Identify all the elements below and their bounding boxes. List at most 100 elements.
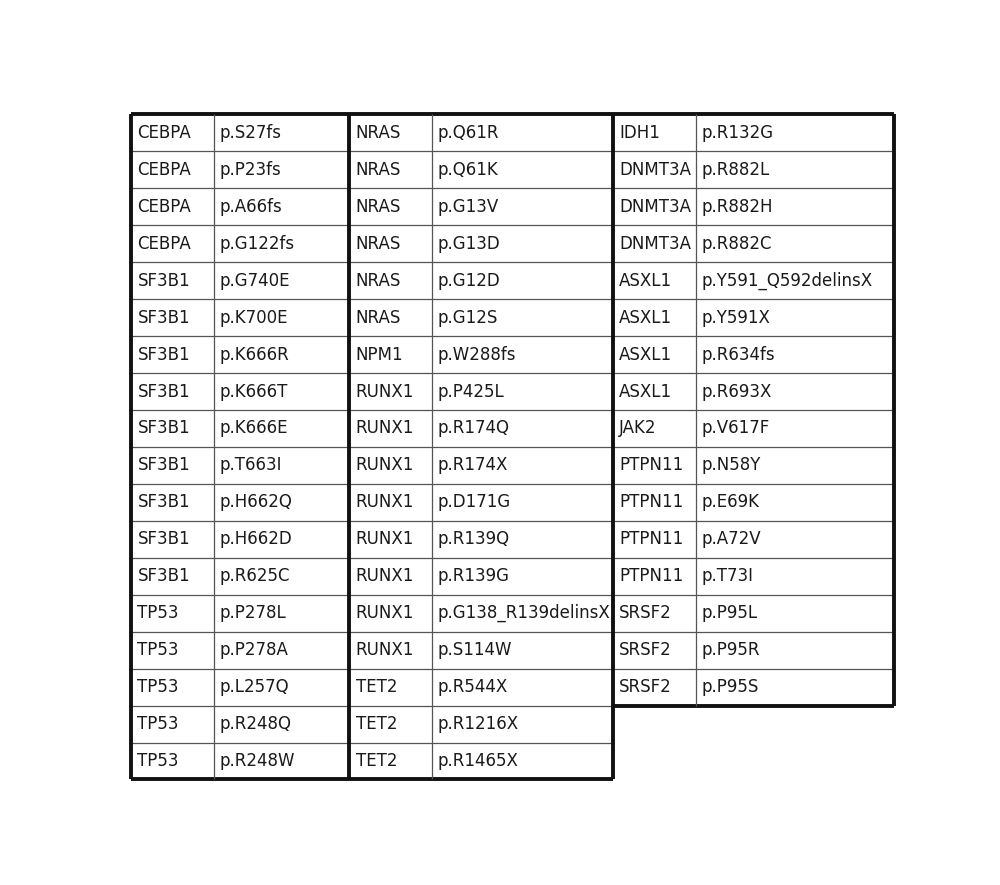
Text: SF3B1: SF3B1 (137, 272, 190, 289)
Text: TP53: TP53 (137, 641, 179, 659)
Text: p.K700E: p.K700E (220, 309, 288, 327)
Text: SF3B1: SF3B1 (137, 345, 190, 364)
Text: p.R1465X: p.R1465X (438, 752, 519, 770)
Text: p.P425L: p.P425L (438, 382, 505, 401)
Text: p.R544X: p.R544X (438, 678, 508, 696)
Text: RUNX1: RUNX1 (356, 382, 414, 401)
Text: ASXL1: ASXL1 (619, 345, 672, 364)
Text: PTPN11: PTPN11 (619, 493, 684, 512)
Text: p.R139G: p.R139G (438, 567, 510, 585)
Text: p.R248W: p.R248W (220, 752, 295, 770)
Text: p.K666E: p.K666E (220, 419, 288, 437)
Text: p.P278L: p.P278L (220, 604, 287, 622)
Text: CEBPA: CEBPA (137, 235, 191, 253)
Text: NRAS: NRAS (356, 197, 401, 216)
Text: NPM1: NPM1 (356, 345, 403, 364)
Text: p.G122fs: p.G122fs (220, 235, 295, 253)
Text: p.P95L: p.P95L (702, 604, 758, 622)
Text: p.R174X: p.R174X (438, 457, 508, 474)
Text: p.R882C: p.R882C (702, 235, 772, 253)
Text: DNMT3A: DNMT3A (619, 235, 691, 253)
Text: RUNX1: RUNX1 (356, 493, 414, 512)
Text: p.K666T: p.K666T (220, 382, 288, 401)
Text: p.R634fs: p.R634fs (702, 345, 775, 364)
Text: DNMT3A: DNMT3A (619, 161, 691, 179)
Text: ASXL1: ASXL1 (619, 309, 672, 327)
Text: TET2: TET2 (356, 678, 397, 696)
Text: RUNX1: RUNX1 (356, 604, 414, 622)
Text: PTPN11: PTPN11 (619, 530, 684, 549)
Text: p.W288fs: p.W288fs (438, 345, 516, 364)
Text: p.R1216X: p.R1216X (438, 715, 519, 733)
Text: p.P95S: p.P95S (702, 678, 759, 696)
Text: p.N58Y: p.N58Y (702, 457, 761, 474)
Text: p.R132G: p.R132G (702, 124, 774, 142)
Text: p.P278A: p.P278A (220, 641, 289, 659)
Text: p.S27fs: p.S27fs (220, 124, 282, 142)
Text: p.R174Q: p.R174Q (438, 419, 510, 437)
Text: p.Q61K: p.Q61K (438, 161, 499, 179)
Text: p.R248Q: p.R248Q (220, 715, 292, 733)
Text: ASXL1: ASXL1 (619, 272, 672, 289)
Text: NRAS: NRAS (356, 272, 401, 289)
Text: ASXL1: ASXL1 (619, 382, 672, 401)
Text: p.G12S: p.G12S (438, 309, 498, 327)
Text: SRSF2: SRSF2 (619, 678, 672, 696)
Text: p.T73I: p.T73I (702, 567, 754, 585)
Text: p.G13D: p.G13D (438, 235, 501, 253)
Text: RUNX1: RUNX1 (356, 641, 414, 659)
Text: p.D171G: p.D171G (438, 493, 511, 512)
Text: TP53: TP53 (137, 752, 179, 770)
Text: p.H662Q: p.H662Q (220, 493, 293, 512)
Text: p.R882L: p.R882L (702, 161, 770, 179)
Text: p.G13V: p.G13V (438, 197, 499, 216)
Text: p.R625C: p.R625C (220, 567, 290, 585)
Text: RUNX1: RUNX1 (356, 530, 414, 549)
Text: PTPN11: PTPN11 (619, 457, 684, 474)
Text: p.L257Q: p.L257Q (220, 678, 289, 696)
Text: p.R693X: p.R693X (702, 382, 772, 401)
Text: p.G12D: p.G12D (438, 272, 501, 289)
Text: IDH1: IDH1 (619, 124, 660, 142)
Text: TET2: TET2 (356, 752, 397, 770)
Text: TET2: TET2 (356, 715, 397, 733)
Text: SF3B1: SF3B1 (137, 530, 190, 549)
Text: p.T663I: p.T663I (220, 457, 282, 474)
Text: NRAS: NRAS (356, 309, 401, 327)
Text: PTPN11: PTPN11 (619, 567, 684, 585)
Text: p.G740E: p.G740E (220, 272, 290, 289)
Text: JAK2: JAK2 (619, 419, 657, 437)
Text: CEBPA: CEBPA (137, 124, 191, 142)
Text: p.Q61R: p.Q61R (438, 124, 499, 142)
Text: SRSF2: SRSF2 (619, 641, 672, 659)
Text: DNMT3A: DNMT3A (619, 197, 691, 216)
Text: p.H662D: p.H662D (220, 530, 293, 549)
Text: TP53: TP53 (137, 678, 179, 696)
Text: SF3B1: SF3B1 (137, 567, 190, 585)
Text: p.P23fs: p.P23fs (220, 161, 282, 179)
Text: RUNX1: RUNX1 (356, 567, 414, 585)
Text: p.S114W: p.S114W (438, 641, 512, 659)
Text: TP53: TP53 (137, 715, 179, 733)
Text: CEBPA: CEBPA (137, 197, 191, 216)
Text: p.E69K: p.E69K (702, 493, 760, 512)
Text: p.P95R: p.P95R (702, 641, 760, 659)
Text: RUNX1: RUNX1 (356, 419, 414, 437)
Text: SRSF2: SRSF2 (619, 604, 672, 622)
Text: SF3B1: SF3B1 (137, 457, 190, 474)
Text: p.G138_R139delinsX: p.G138_R139delinsX (438, 604, 611, 622)
Text: p.A66fs: p.A66fs (220, 197, 283, 216)
Text: RUNX1: RUNX1 (356, 457, 414, 474)
Text: p.A72V: p.A72V (702, 530, 761, 549)
Text: p.K666R: p.K666R (220, 345, 290, 364)
Text: SF3B1: SF3B1 (137, 309, 190, 327)
Text: NRAS: NRAS (356, 124, 401, 142)
Text: NRAS: NRAS (356, 161, 401, 179)
Text: SF3B1: SF3B1 (137, 419, 190, 437)
Text: p.R139Q: p.R139Q (438, 530, 510, 549)
Text: CEBPA: CEBPA (137, 161, 191, 179)
Text: p.Y591_Q592delinsX: p.Y591_Q592delinsX (702, 272, 873, 289)
Text: SF3B1: SF3B1 (137, 382, 190, 401)
Text: p.Y591X: p.Y591X (702, 309, 771, 327)
Text: p.R882H: p.R882H (702, 197, 773, 216)
